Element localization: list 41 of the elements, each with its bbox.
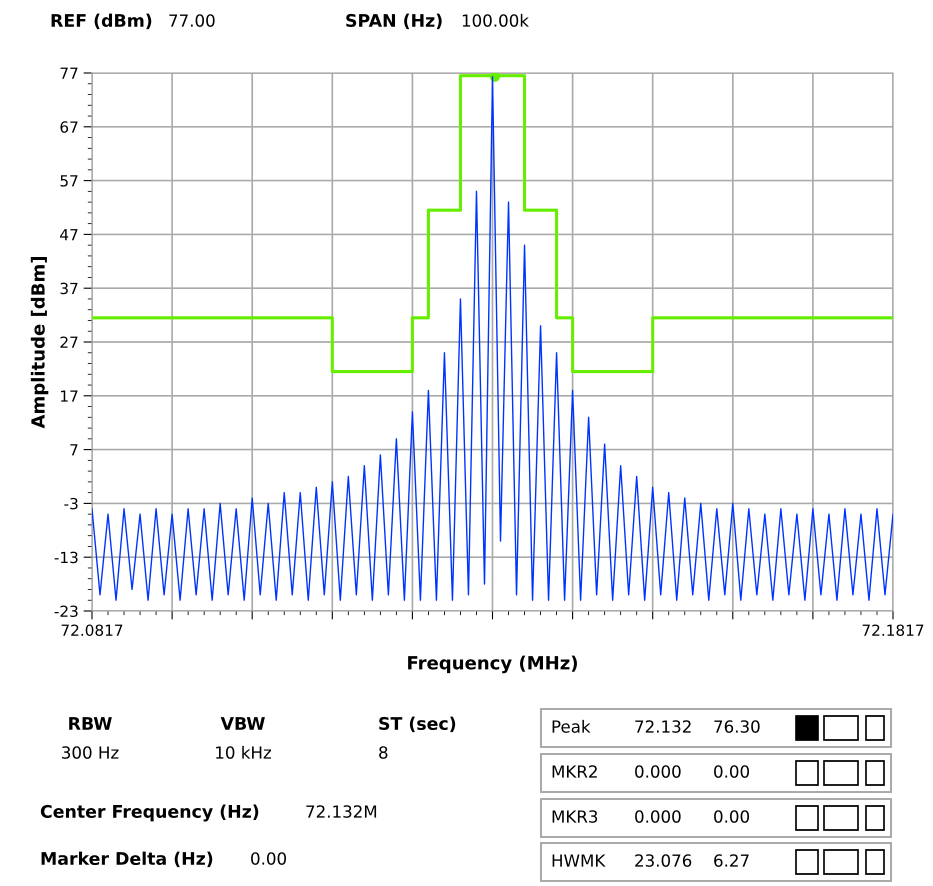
text: 300 Hz	[62, 746, 118, 759]
text: 0.00	[251, 852, 286, 865]
text: Marker Delta (Hz)	[42, 852, 212, 868]
text: 72.132	[635, 720, 691, 733]
y-tick-label: 37	[60, 282, 78, 294]
y-tick-label: -23	[54, 605, 78, 618]
text: 0.00	[714, 810, 750, 823]
y-tick-label: 47	[60, 229, 78, 240]
text: SPAN (Hz)	[346, 14, 442, 30]
x-tick-label: 72.0817	[62, 624, 122, 636]
text: 0.000	[635, 765, 681, 778]
x-axis-title: Frequency (MHz)	[408, 656, 577, 674]
y-tick-label: -13	[54, 552, 78, 564]
text: 6.27	[714, 854, 749, 867]
text: 77.00	[169, 14, 215, 27]
text: REF (dBm)	[52, 14, 152, 30]
text: 23.076	[635, 854, 692, 867]
y-tick-label: -3	[64, 498, 78, 510]
text: 0.00	[714, 765, 750, 778]
y-tick-label: 67	[60, 121, 78, 133]
text: Peak	[552, 720, 591, 733]
text: VBW	[220, 717, 265, 730]
y-tick-label: 7	[70, 444, 78, 456]
text: MKR3	[552, 810, 598, 823]
text: HWMK	[552, 854, 606, 867]
text: RBW	[69, 717, 112, 730]
text: 100.00k	[462, 14, 529, 27]
text: ST (sec)	[379, 716, 456, 732]
y-axis-title: Amplitude [dBm]	[30, 257, 48, 428]
y-tick-label: 57	[60, 175, 78, 187]
y-tick-label: 77	[60, 68, 78, 79]
text: 8	[379, 746, 388, 759]
text: Center Frequency (Hz)	[40, 804, 258, 822]
text: 76.30	[714, 720, 760, 733]
text: 0.000	[635, 810, 681, 823]
text: 10 kHz	[216, 746, 271, 759]
y-tick-label: 27	[60, 336, 78, 348]
x-tick-label: 72.1817	[862, 624, 924, 636]
y-tick-label: 17	[61, 390, 78, 402]
text: MKR2	[552, 765, 597, 778]
text: 72.132M	[306, 805, 376, 818]
